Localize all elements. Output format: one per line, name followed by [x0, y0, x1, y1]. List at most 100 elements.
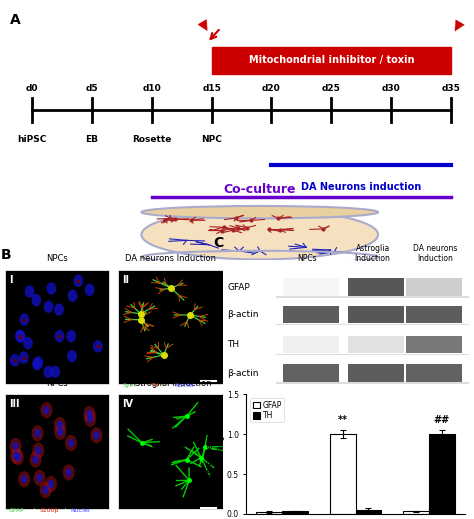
Ellipse shape	[66, 330, 76, 343]
Ellipse shape	[44, 366, 53, 378]
Ellipse shape	[55, 424, 66, 440]
Text: IV: IV	[122, 399, 134, 409]
Ellipse shape	[10, 447, 22, 463]
Text: Rosette: Rosette	[132, 135, 172, 144]
Text: β-actin: β-actin	[228, 310, 259, 319]
Text: B: B	[0, 248, 11, 262]
Ellipse shape	[68, 290, 78, 302]
Ellipse shape	[44, 406, 49, 415]
Ellipse shape	[18, 471, 30, 487]
Ellipse shape	[16, 330, 25, 343]
Bar	[348, 278, 404, 296]
Text: Astroglial Induction: Astroglial Induction	[130, 379, 211, 388]
Ellipse shape	[48, 480, 54, 488]
Ellipse shape	[83, 406, 95, 422]
Bar	[276, 354, 469, 355]
Ellipse shape	[141, 210, 378, 260]
Ellipse shape	[29, 452, 42, 468]
Bar	[283, 336, 339, 353]
Ellipse shape	[10, 354, 20, 366]
Ellipse shape	[35, 446, 41, 455]
Text: DA Neurons induction: DA Neurons induction	[301, 182, 421, 192]
Text: ##: ##	[434, 416, 450, 426]
Text: NPCs: NPCs	[46, 379, 68, 388]
Text: II: II	[122, 275, 129, 284]
Text: C: C	[213, 236, 223, 250]
Text: /: /	[144, 383, 146, 388]
Bar	[276, 296, 469, 298]
Ellipse shape	[40, 402, 53, 418]
Ellipse shape	[43, 486, 49, 495]
Ellipse shape	[13, 451, 19, 460]
Ellipse shape	[32, 358, 42, 371]
Ellipse shape	[35, 429, 41, 438]
Bar	[348, 364, 404, 382]
Ellipse shape	[12, 442, 18, 450]
Text: /: /	[168, 383, 170, 388]
Ellipse shape	[21, 475, 27, 484]
Bar	[406, 306, 462, 323]
Ellipse shape	[55, 330, 64, 343]
Bar	[403, 511, 429, 514]
Text: I: I	[9, 275, 13, 284]
Text: TH: TH	[151, 383, 159, 388]
Ellipse shape	[12, 449, 24, 465]
Text: NPCs: NPCs	[298, 254, 317, 264]
Text: NPCs: NPCs	[46, 254, 68, 264]
Ellipse shape	[32, 442, 44, 459]
Bar	[5, 270, 109, 384]
Ellipse shape	[67, 350, 77, 362]
Bar	[429, 434, 455, 514]
Text: Nuclei: Nuclei	[175, 383, 194, 388]
Ellipse shape	[93, 340, 103, 352]
Text: d5: d5	[86, 84, 98, 92]
Ellipse shape	[54, 303, 64, 316]
Ellipse shape	[19, 351, 29, 364]
Ellipse shape	[68, 439, 74, 447]
Ellipse shape	[93, 431, 100, 440]
Ellipse shape	[73, 275, 83, 287]
Text: d20: d20	[262, 84, 281, 92]
Ellipse shape	[84, 411, 96, 427]
Y-axis label: Protein levels
(Fold change): Protein levels (Fold change)	[206, 428, 225, 480]
Text: Mitochondrial inhibitor / toxin: Mitochondrial inhibitor / toxin	[248, 55, 414, 65]
Ellipse shape	[31, 294, 41, 306]
Ellipse shape	[57, 420, 63, 429]
Text: d10: d10	[143, 84, 161, 92]
Ellipse shape	[57, 428, 64, 436]
Bar	[5, 394, 109, 509]
Text: /: /	[33, 508, 35, 513]
Legend: GFAP, TH: GFAP, TH	[250, 398, 284, 422]
Text: d25: d25	[322, 84, 341, 92]
Bar	[283, 306, 339, 323]
Text: A: A	[9, 13, 20, 27]
Bar	[406, 278, 462, 296]
Bar	[118, 270, 223, 384]
Text: ▼: ▼	[450, 17, 466, 34]
Text: d15: d15	[202, 84, 221, 92]
Ellipse shape	[15, 330, 25, 342]
Text: Astroglia
Induction: Astroglia Induction	[355, 244, 391, 264]
Text: ▼: ▼	[197, 17, 213, 34]
Bar	[283, 364, 339, 382]
Ellipse shape	[36, 473, 43, 482]
Bar	[348, 306, 404, 323]
Ellipse shape	[46, 282, 56, 295]
Ellipse shape	[65, 435, 77, 451]
Text: EB: EB	[85, 135, 99, 144]
Bar	[256, 512, 282, 514]
Text: GFAP: GFAP	[9, 508, 25, 513]
Text: GFAP: GFAP	[228, 283, 250, 292]
Bar	[276, 383, 469, 384]
Text: III: III	[9, 399, 19, 409]
Text: DA neurons Induction: DA neurons Induction	[125, 254, 216, 264]
Ellipse shape	[19, 313, 29, 326]
Bar	[118, 394, 223, 509]
Ellipse shape	[40, 482, 52, 498]
Text: DA neurons
Induction: DA neurons Induction	[413, 244, 457, 264]
Ellipse shape	[33, 357, 43, 369]
Ellipse shape	[25, 285, 35, 298]
Ellipse shape	[141, 206, 378, 218]
Ellipse shape	[9, 438, 21, 454]
Ellipse shape	[34, 470, 46, 486]
